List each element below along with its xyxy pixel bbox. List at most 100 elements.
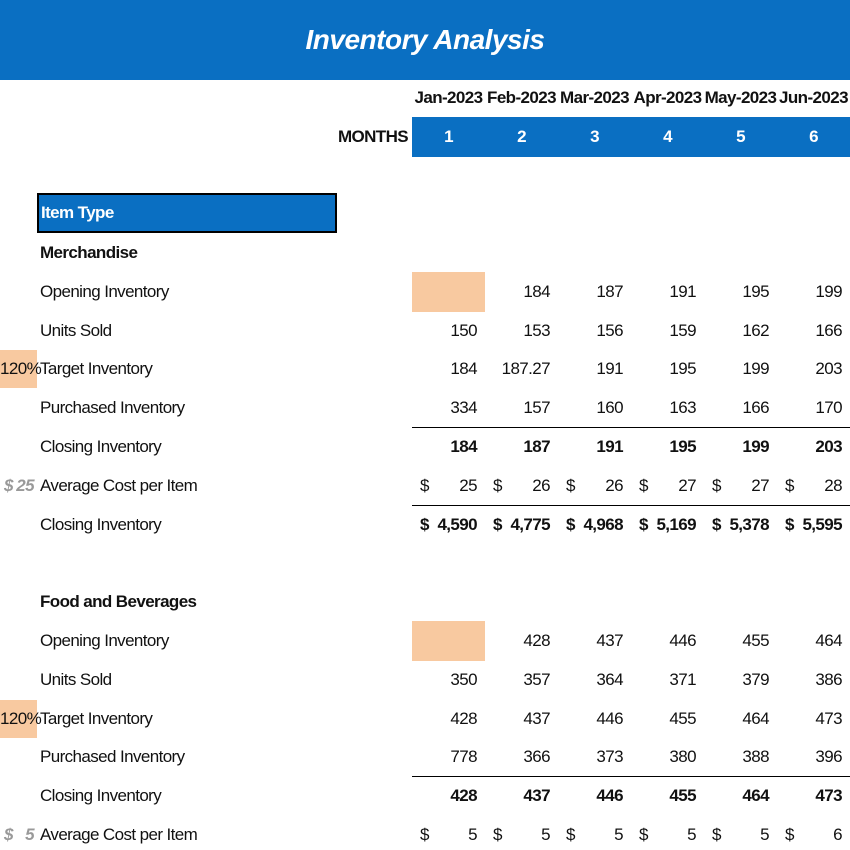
cell-value: 5 xyxy=(687,825,696,844)
currency-symbol: $ xyxy=(420,825,429,844)
cell-value: 4,775 xyxy=(510,514,550,534)
cell-value: 162 xyxy=(742,320,769,340)
cell-value: 184 xyxy=(450,359,477,379)
row-label: Units Sold xyxy=(40,669,112,689)
input-cell[interactable] xyxy=(412,621,485,661)
cell-value: 157 xyxy=(523,398,550,418)
cell-value: 473 xyxy=(815,708,842,728)
months-label: MONTHS xyxy=(337,127,409,146)
cell-value: 187 xyxy=(596,281,623,301)
date-header: Feb-2023 xyxy=(487,88,557,107)
cell-value: 26 xyxy=(605,475,623,495)
cell-value: 6 xyxy=(833,825,842,844)
month-number: 4 xyxy=(663,127,672,146)
cell-value: 191 xyxy=(596,359,623,379)
currency-symbol: $ xyxy=(712,825,721,844)
row-label: Closing Inventory xyxy=(40,514,162,534)
cell-value: 386 xyxy=(815,669,842,689)
cell-value: 191 xyxy=(669,281,696,301)
cell-value: 184 xyxy=(523,281,550,301)
cell-value: 5 xyxy=(760,825,769,844)
cell-value: 428 xyxy=(450,708,477,728)
currency-symbol: $ xyxy=(4,825,13,844)
cell-value: 153 xyxy=(523,320,550,340)
cell-value: 4,590 xyxy=(437,514,477,534)
month-number: 1 xyxy=(444,127,453,146)
currency-symbol: $ xyxy=(4,475,13,495)
currency-symbol: $ xyxy=(420,475,429,495)
row-label: Target Inventory xyxy=(40,708,153,728)
cell-value: 437 xyxy=(523,786,550,806)
cell-value: 195 xyxy=(669,359,696,379)
currency-symbol: $ xyxy=(493,514,502,534)
title-bar xyxy=(0,0,850,80)
cell-value: 5,595 xyxy=(802,514,842,534)
month-number: 2 xyxy=(517,127,526,146)
cell-value: 199 xyxy=(815,281,842,301)
target-percent-input[interactable]: 120% xyxy=(0,699,42,738)
row-label: Closing Inventory xyxy=(40,786,162,806)
cell-value: 364 xyxy=(596,669,623,689)
cell-value: 203 xyxy=(815,359,842,379)
row-label: Opening Inventory xyxy=(40,281,169,301)
row-label: Closing Inventory xyxy=(40,437,162,456)
total-border xyxy=(412,427,850,428)
cell-value: 187 xyxy=(523,437,550,456)
cell-value: 455 xyxy=(742,631,769,650)
cell-value: 27 xyxy=(751,475,769,495)
cell-value: 396 xyxy=(815,747,842,767)
cell-value: 150 xyxy=(450,320,477,340)
currency-symbol: $ xyxy=(639,514,648,534)
cell-value: 388 xyxy=(742,747,769,767)
currency-symbol: $ xyxy=(785,475,794,495)
cell-value: 464 xyxy=(815,631,842,650)
currency-symbol: $ xyxy=(785,825,794,844)
currency-symbol: $ xyxy=(566,514,575,534)
cell-value: 25 xyxy=(459,475,477,495)
cell-value: 184 xyxy=(450,437,477,456)
cell-value: 371 xyxy=(669,669,696,689)
cell-value: 428 xyxy=(523,631,550,650)
cell-value: 357 xyxy=(523,669,550,689)
cell-value: 170 xyxy=(815,398,842,418)
cell-value: 446 xyxy=(669,631,696,650)
average-cost-input[interactable]: 25 xyxy=(16,475,34,495)
cell-value: 380 xyxy=(669,747,696,767)
cell-value: 455 xyxy=(669,786,696,806)
date-header: Jan-2023 xyxy=(414,88,484,107)
month-number: 5 xyxy=(736,127,745,146)
target-percent-input[interactable]: 120% xyxy=(0,350,42,389)
cell-value: 5 xyxy=(541,825,550,844)
cell-value: 4,968 xyxy=(583,514,623,534)
cell-value: 191 xyxy=(596,437,623,456)
row-label: Opening Inventory xyxy=(40,631,169,650)
cell-value: 437 xyxy=(596,631,623,650)
row-label: Target Inventory xyxy=(40,359,153,379)
total-border xyxy=(412,504,850,506)
cell-value: 203 xyxy=(815,437,842,456)
currency-symbol: $ xyxy=(566,475,575,495)
currency-symbol: $ xyxy=(712,475,721,495)
section-name: Food and Beverages xyxy=(40,592,197,612)
cell-value: 373 xyxy=(596,747,623,767)
cell-value: 455 xyxy=(669,708,696,728)
input-cell[interactable] xyxy=(412,271,485,312)
currency-symbol: $ xyxy=(712,514,721,534)
cell-value: 379 xyxy=(742,669,769,689)
item-type-header: Item Type xyxy=(37,193,337,233)
currency-symbol: $ xyxy=(493,825,502,844)
currency-symbol: $ xyxy=(639,475,648,495)
cell-value: 428 xyxy=(450,786,477,806)
cell-value: 5,169 xyxy=(656,514,696,534)
row-label: Average Cost per Item xyxy=(40,825,198,844)
cell-value: 163 xyxy=(669,398,696,418)
cell-value: 156 xyxy=(596,320,623,340)
cell-value: 366 xyxy=(523,747,550,767)
cell-value: 199 xyxy=(742,359,769,379)
cell-value: 5 xyxy=(614,825,623,844)
section-name: Merchandise xyxy=(40,243,138,262)
cell-value: 187.27 xyxy=(501,359,551,379)
average-cost-input[interactable]: 5 xyxy=(25,825,34,844)
currency-symbol: $ xyxy=(566,825,575,844)
